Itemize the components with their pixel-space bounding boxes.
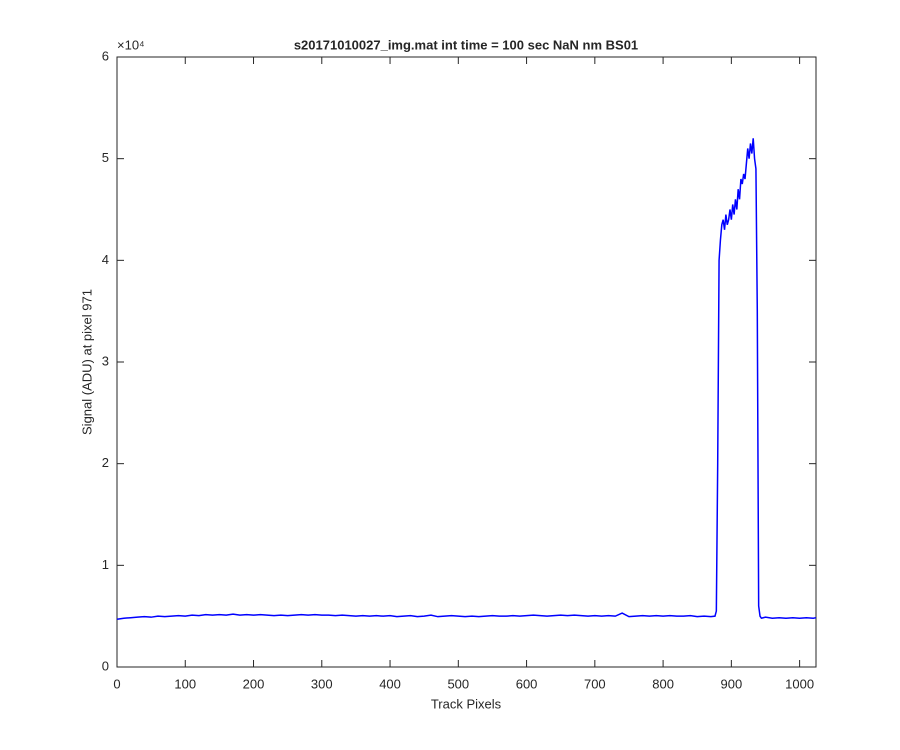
x-tick-label: 0	[113, 676, 120, 691]
x-tick-label: 200	[243, 676, 265, 691]
y-tick-label: 3	[102, 353, 109, 368]
y-multiplier: ×10⁴	[117, 37, 145, 52]
x-tick-label: 100	[174, 676, 196, 691]
y-tick-label: 2	[102, 455, 109, 470]
x-tick-label: 1000	[785, 676, 814, 691]
plot-area	[116, 56, 817, 668]
y-tick-label: 0	[102, 658, 109, 673]
x-tick-label: 800	[652, 676, 674, 691]
y-tick-label: 4	[102, 252, 109, 267]
y-tick-label: 6	[102, 48, 109, 63]
x-tick-label: 500	[447, 676, 469, 691]
x-tick-label: 700	[584, 676, 606, 691]
x-tick-label: 400	[379, 676, 401, 691]
y-tick-label: 5	[102, 150, 109, 165]
chart-title: s20171010027_img.mat int time = 100 sec …	[294, 37, 638, 52]
y-axis-label: Signal (ADU) at pixel 971	[79, 289, 94, 435]
x-tick-label: 300	[311, 676, 333, 691]
x-axis-label: Track Pixels	[431, 696, 502, 711]
x-tick-label: 900	[721, 676, 743, 691]
data-line	[116, 138, 817, 620]
x-tick-label: 600	[516, 676, 538, 691]
y-tick-label: 1	[102, 557, 109, 572]
